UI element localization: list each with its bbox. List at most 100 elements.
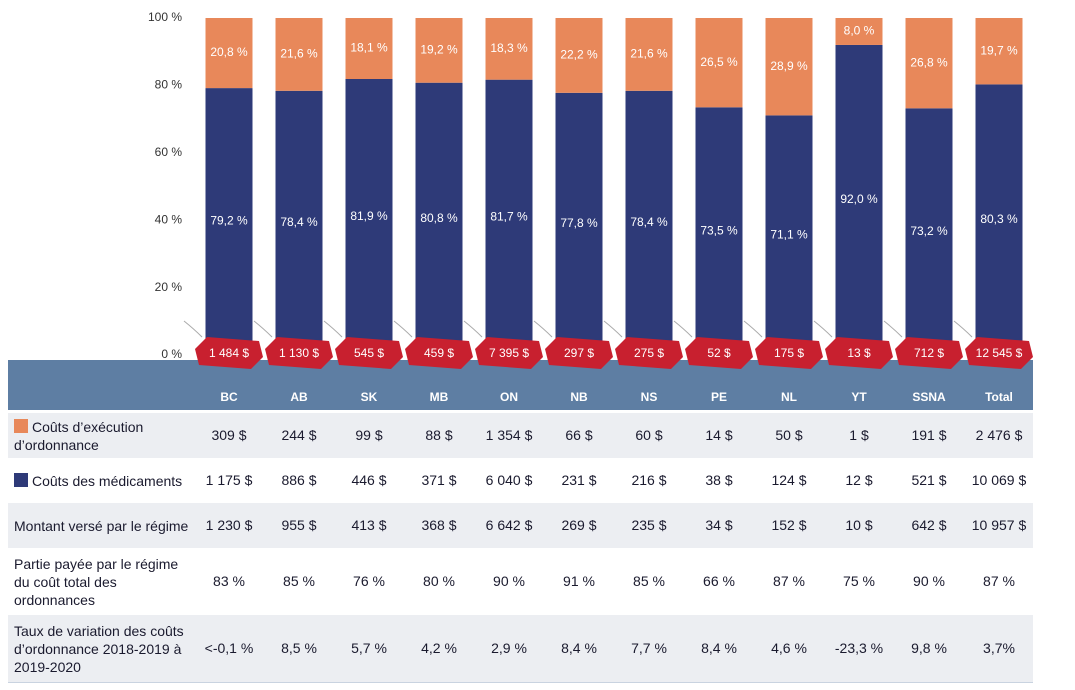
table-cell: 244 $ — [281, 426, 317, 443]
bar-segment — [695, 107, 743, 356]
table-row: Montant versé par le régime 1 230 $ 955 $ 4… — [8, 503, 1033, 549]
value-label: 79,2 % — [210, 214, 248, 228]
value-label: 21,6 % — [280, 47, 318, 61]
table-cell: 6 642 $ — [485, 516, 533, 533]
bar-segment — [625, 90, 673, 356]
y-tick-label: 20 % — [155, 280, 183, 294]
table-cell: 83 % — [213, 572, 245, 589]
bar-segment — [275, 18, 323, 91]
table-cell: 90 % — [913, 572, 945, 589]
bar-segment — [835, 18, 883, 45]
total-label: 275 $ — [634, 346, 664, 360]
bar-segment — [345, 78, 393, 355]
bar-segment — [275, 90, 323, 356]
x-tick-label: ON — [500, 390, 518, 404]
bar-segment — [765, 18, 813, 116]
table-cell: -23,3 % — [834, 639, 884, 656]
x-tick-label: NS — [641, 390, 658, 404]
bar-segment — [975, 18, 1023, 85]
table-cell: 124 $ — [771, 471, 807, 488]
y-tick-label: 40 % — [155, 212, 183, 226]
table-cell: 642 $ — [911, 516, 947, 533]
table-cell: 6 040 $ — [485, 471, 533, 488]
table-cell: 4,6 % — [771, 639, 807, 656]
bar-segment — [485, 79, 533, 356]
tag-string — [253, 320, 273, 338]
tag-string — [463, 320, 483, 338]
table-cell: 91 % — [563, 572, 595, 589]
table-cell: 309 $ — [211, 426, 247, 443]
table-cell: 3,7% — [983, 639, 1015, 656]
table-cell: 12 $ — [845, 471, 873, 488]
table-cell: 955 $ — [281, 516, 317, 533]
bar-segment — [415, 18, 463, 83]
table-cell: 38 $ — [705, 471, 733, 488]
total-tag — [825, 337, 893, 369]
legend-entry: Coûts d’exécution d’ordonnance — [14, 418, 189, 454]
value-label: 80,3 % — [980, 212, 1018, 226]
x-tick-label: MB — [430, 390, 449, 404]
table-cell: 87 % — [983, 572, 1015, 589]
bar-segment — [905, 18, 953, 109]
table-cell: 76 % — [353, 572, 385, 589]
total-tag — [405, 337, 473, 369]
total-tag — [195, 337, 263, 369]
value-label: 78,4 % — [280, 215, 318, 229]
table-cell: 1 175 $ — [205, 471, 253, 488]
value-label: 28,9 % — [770, 59, 808, 73]
table-cell: 191 $ — [911, 426, 947, 443]
tag-string — [533, 320, 553, 338]
value-label: 18,1 % — [350, 41, 388, 55]
legend-swatch — [14, 472, 28, 487]
total-tag — [965, 337, 1033, 369]
bar-segment — [835, 44, 883, 356]
x-tick-label: YT — [851, 390, 867, 404]
y-tick-label: 60 % — [155, 145, 183, 159]
table-cell: 66 $ — [565, 426, 593, 443]
table-row: Partie payée par le régime du coût total… — [8, 548, 1033, 616]
table-cell: 521 $ — [911, 471, 947, 488]
table-row: Coûts des médicaments 1 175 $ 886 $ 446 $ 37… — [8, 458, 1033, 504]
row-label: Taux de variation des coûts d’ordonnance… — [14, 615, 189, 682]
table-cell: 7,7 % — [631, 639, 667, 656]
value-label: 73,2 % — [910, 224, 948, 238]
table-cell: 99 $ — [355, 426, 383, 443]
bar-segment — [975, 84, 1023, 355]
bar-segment — [485, 18, 533, 80]
tag-string — [183, 320, 203, 338]
table-cell: <-0,1 % — [204, 639, 254, 656]
bar-segment — [555, 18, 603, 93]
value-label: 18,3 % — [490, 41, 528, 55]
value-label: 81,7 % — [490, 210, 528, 224]
table-cell: 75 % — [843, 572, 875, 589]
row-label: Coûts des médicaments — [14, 458, 189, 503]
table-cell: 216 $ — [631, 471, 667, 488]
table-cell: 8,5 % — [281, 639, 317, 656]
x-tick-label: BC — [220, 390, 238, 404]
y-tick-label: 0 % — [161, 347, 182, 361]
x-tick-label: AB — [290, 390, 308, 404]
bar-segment — [625, 18, 673, 91]
total-tag — [475, 337, 543, 369]
table-cell: 85 % — [633, 572, 665, 589]
table-cell: 2 476 $ — [975, 426, 1023, 443]
total-label: 297 $ — [564, 346, 594, 360]
total-label: 7 395 $ — [489, 346, 529, 360]
tag-string — [953, 320, 973, 338]
bar-segment — [205, 18, 253, 89]
tag-string — [883, 320, 903, 338]
bar-segment — [415, 82, 463, 355]
bar-segment — [205, 88, 253, 355]
y-tick-label: 80 % — [155, 78, 183, 92]
table-cell: 14 $ — [705, 426, 733, 443]
table-cell: 66 % — [703, 572, 735, 589]
table-cell: 235 $ — [631, 516, 667, 533]
table-cell: 1 354 $ — [485, 426, 533, 443]
total-tag — [755, 337, 823, 369]
table-cell: 87 % — [773, 572, 805, 589]
value-label: 19,2 % — [420, 43, 458, 57]
table-cell: 85 % — [283, 572, 315, 589]
table-cell: 4,2 % — [421, 639, 457, 656]
tag-string — [603, 320, 623, 338]
